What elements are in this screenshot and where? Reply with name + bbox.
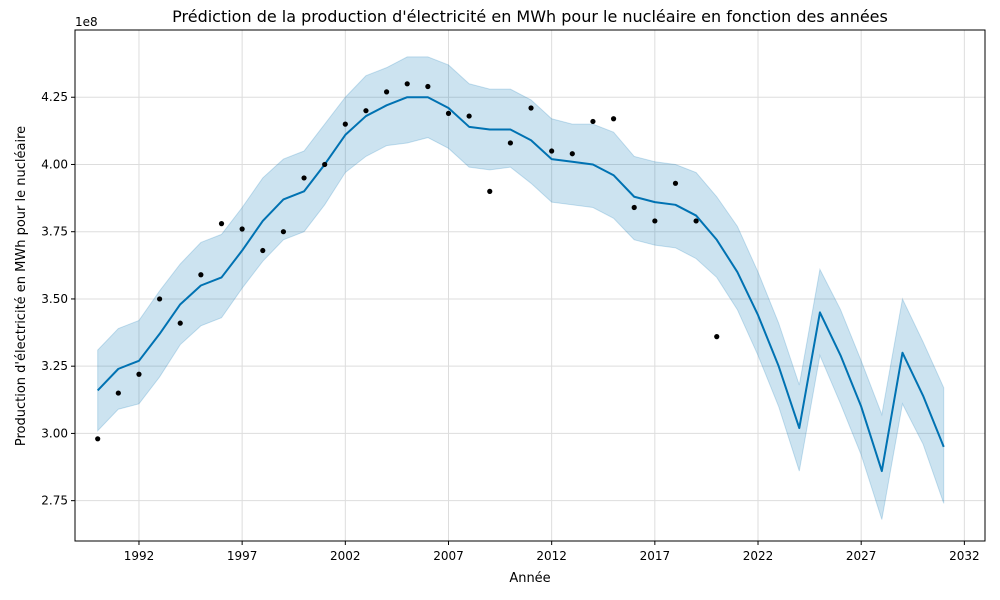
observed-point	[714, 334, 720, 340]
observed-point	[198, 272, 204, 278]
observed-point	[652, 218, 658, 224]
observed-point	[528, 105, 534, 111]
x-tick-label: 2022	[743, 549, 774, 563]
x-tick-label: 2002	[330, 549, 361, 563]
observed-point	[610, 116, 617, 122]
uncertainty-band	[97, 56, 945, 520]
uncertainty-band-layer	[97, 56, 945, 520]
observed-point	[507, 140, 513, 146]
observed-point	[280, 229, 287, 235]
observed-point	[239, 226, 245, 232]
observed-point	[342, 121, 348, 127]
y-axis-label: Production d'électricité en MWh pour le …	[14, 126, 29, 446]
observed-point	[363, 108, 369, 114]
observed-point	[693, 218, 699, 224]
y-tick-label: 2.75	[41, 494, 68, 508]
observed-point	[549, 148, 555, 154]
observed-point	[404, 81, 410, 87]
forecast-line-layer	[96, 96, 945, 473]
x-tick-label: 1997	[227, 549, 258, 563]
x-tick-label: 2017	[640, 549, 671, 563]
observed-point	[569, 151, 575, 157]
y-tick-label: 3.50	[41, 292, 68, 306]
forecast-line	[96, 96, 945, 473]
observed-point	[383, 89, 390, 95]
observed-point	[487, 188, 493, 194]
y-tick-label: 4.25	[41, 90, 68, 104]
observed-point	[466, 113, 472, 119]
observed-point	[301, 175, 307, 181]
observed-point	[672, 180, 679, 186]
x-axis-label: Année	[509, 571, 550, 586]
observed-point	[590, 118, 596, 125]
y-axis-ticks: 2.75 3.00 3.25 3.50 3.75 4.00 4.25	[41, 90, 75, 508]
observed-point	[95, 436, 101, 442]
observed-points-layer	[95, 81, 720, 442]
observed-point	[115, 390, 121, 396]
y-tick-label: 4.00	[41, 157, 68, 171]
x-tick-label: 2032	[949, 549, 980, 563]
y-tick-label: 3.25	[41, 359, 68, 373]
observed-point	[322, 161, 328, 168]
x-tick-label: 2012	[536, 549, 567, 563]
x-tick-label: 1992	[124, 549, 155, 563]
x-tick-label: 2007	[433, 549, 464, 563]
x-axis-ticks: 1992 1997 2002 2007 2012 2017 2022 2027 2032	[124, 541, 980, 563]
y-tick-label: 3.00	[41, 426, 68, 440]
grid-lines	[75, 30, 985, 541]
chart-title: Prédiction de la production d'électricit…	[172, 7, 888, 26]
observed-point	[631, 204, 637, 211]
plot-frame	[74, 29, 986, 542]
observed-point	[136, 371, 142, 377]
observed-point	[445, 110, 452, 116]
x-tick-label: 2027	[846, 549, 877, 563]
observed-point	[260, 247, 266, 254]
y-axis-offset: 1e8	[75, 15, 98, 29]
observed-point	[425, 83, 431, 90]
observed-point	[177, 320, 183, 326]
observed-point	[218, 221, 225, 227]
observed-point	[157, 296, 163, 302]
y-tick-label: 3.75	[41, 225, 68, 239]
